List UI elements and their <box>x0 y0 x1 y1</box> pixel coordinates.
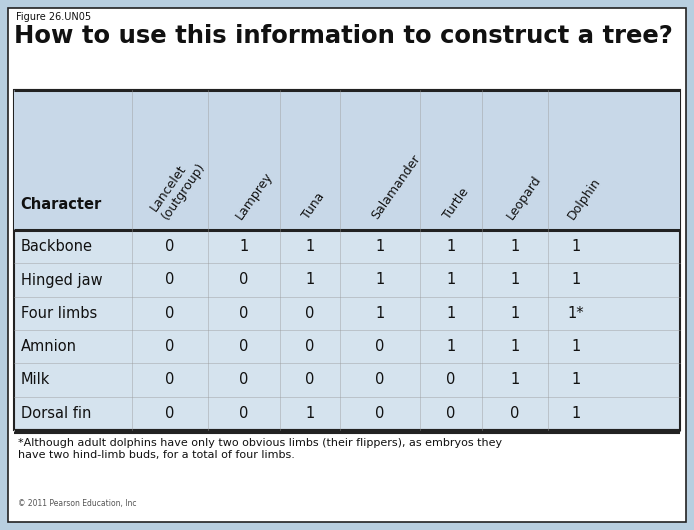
Text: 1: 1 <box>375 272 384 287</box>
Text: Dolphin: Dolphin <box>566 175 604 222</box>
Text: Four limbs: Four limbs <box>21 306 97 321</box>
Bar <box>14 430 680 521</box>
Text: 1: 1 <box>305 406 314 421</box>
Text: 0: 0 <box>239 339 248 354</box>
Text: Hinged jaw: Hinged jaw <box>21 272 103 287</box>
Text: 0: 0 <box>239 272 248 287</box>
Text: Salamander: Salamander <box>369 153 423 222</box>
Text: 0: 0 <box>239 406 248 421</box>
Text: 1*: 1* <box>568 306 584 321</box>
Text: 1: 1 <box>375 239 384 254</box>
Text: *Although adult dolphins have only two obvious limbs (their flippers), as embryo: *Although adult dolphins have only two o… <box>18 438 502 460</box>
Text: 1: 1 <box>510 339 520 354</box>
Text: Backbone: Backbone <box>21 239 93 254</box>
Text: Figure 26.UN05: Figure 26.UN05 <box>16 12 91 22</box>
Text: Dorsal fin: Dorsal fin <box>21 406 92 421</box>
Text: 1: 1 <box>510 306 520 321</box>
Text: 1: 1 <box>510 239 520 254</box>
Text: 1: 1 <box>446 339 456 354</box>
Text: 0: 0 <box>165 406 175 421</box>
Text: Lancelet
(outgroup): Lancelet (outgroup) <box>147 152 208 222</box>
Text: 1: 1 <box>510 373 520 387</box>
Text: 0: 0 <box>446 373 456 387</box>
Text: Amnion: Amnion <box>21 339 77 354</box>
Text: Tuna: Tuna <box>299 190 327 222</box>
Text: Character: Character <box>20 197 101 212</box>
Text: Turtle: Turtle <box>441 186 471 222</box>
Bar <box>14 90 680 430</box>
Text: 0: 0 <box>375 406 384 421</box>
Text: Milk: Milk <box>21 373 51 387</box>
Bar <box>14 90 680 230</box>
Text: 1: 1 <box>375 306 384 321</box>
Text: 0: 0 <box>239 306 248 321</box>
Text: 0: 0 <box>165 373 175 387</box>
Text: 1: 1 <box>571 339 581 354</box>
Text: 1: 1 <box>446 272 456 287</box>
Text: 1: 1 <box>446 306 456 321</box>
Text: 0: 0 <box>165 272 175 287</box>
Text: 0: 0 <box>165 239 175 254</box>
Text: Lamprey: Lamprey <box>233 170 276 222</box>
Text: 1: 1 <box>446 239 456 254</box>
Text: 0: 0 <box>305 373 314 387</box>
Text: 0: 0 <box>165 339 175 354</box>
Text: 1: 1 <box>510 272 520 287</box>
Text: 1: 1 <box>305 272 314 287</box>
Text: © 2011 Pearson Education, Inc: © 2011 Pearson Education, Inc <box>18 499 137 508</box>
Text: Leopard: Leopard <box>505 173 544 222</box>
Text: 1: 1 <box>571 272 581 287</box>
Text: How to use this information to construct a tree?: How to use this information to construct… <box>14 24 673 48</box>
Text: 0: 0 <box>446 406 456 421</box>
Text: 1: 1 <box>239 239 248 254</box>
Text: 0: 0 <box>375 373 384 387</box>
Text: 1: 1 <box>571 373 581 387</box>
Text: 1: 1 <box>305 239 314 254</box>
Text: 0: 0 <box>305 306 314 321</box>
Text: 1: 1 <box>571 406 581 421</box>
Text: 0: 0 <box>510 406 520 421</box>
Text: 1: 1 <box>571 239 581 254</box>
Text: 0: 0 <box>165 306 175 321</box>
Text: 0: 0 <box>305 339 314 354</box>
Text: 0: 0 <box>239 373 248 387</box>
Text: 0: 0 <box>375 339 384 354</box>
